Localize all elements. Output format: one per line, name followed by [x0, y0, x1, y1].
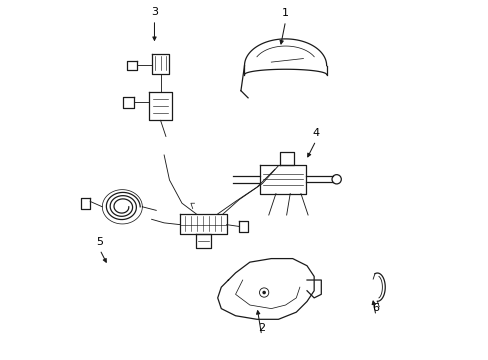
Text: 1: 1 — [282, 8, 288, 18]
Text: 3: 3 — [151, 7, 158, 17]
Text: 5: 5 — [96, 237, 103, 247]
Circle shape — [262, 291, 265, 294]
Text: 4: 4 — [312, 128, 319, 138]
Text: 2: 2 — [258, 323, 264, 333]
Text: 6: 6 — [372, 303, 379, 313]
